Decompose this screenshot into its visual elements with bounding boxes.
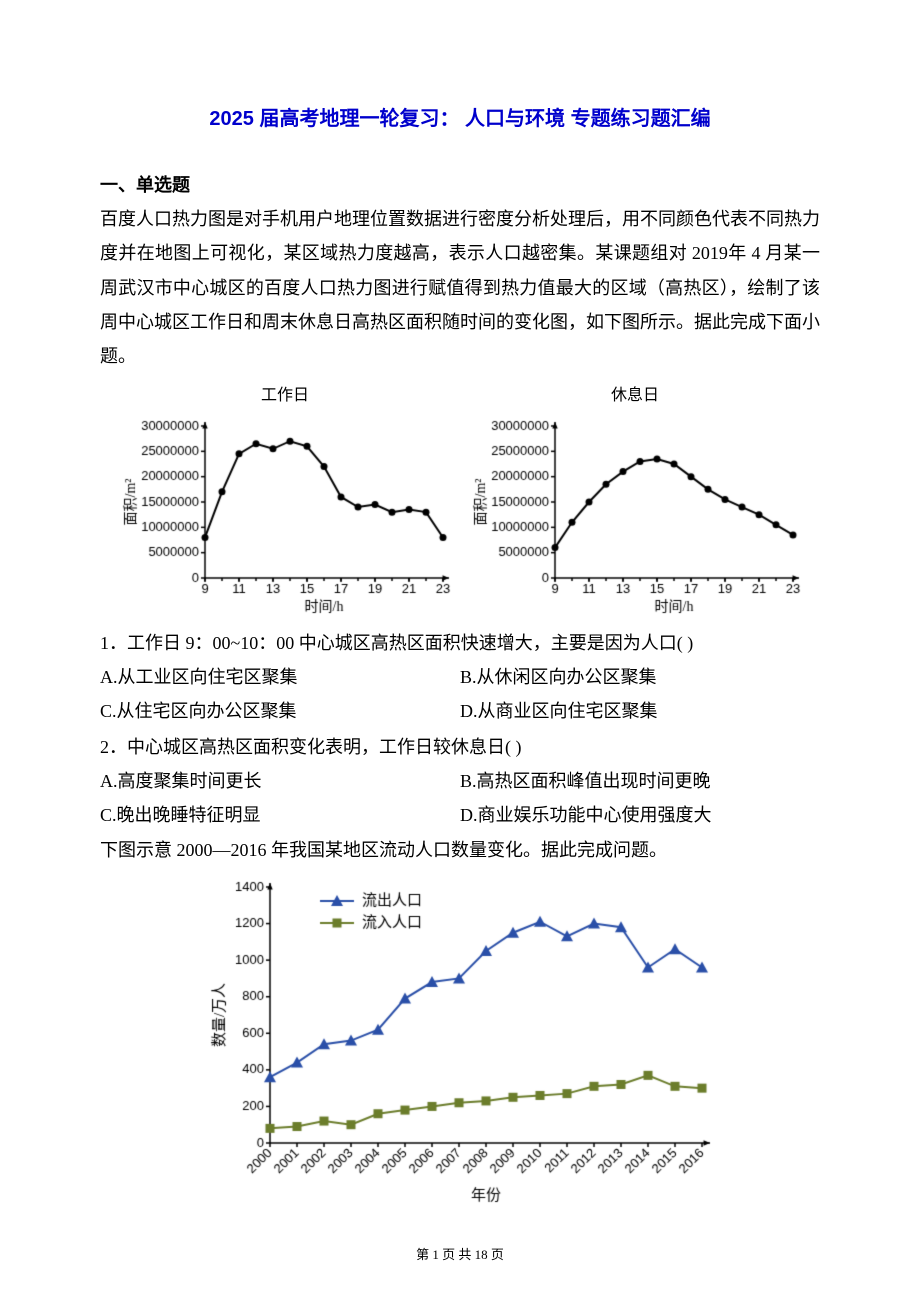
q1-options: A.从工业区向住宅区聚集 B.从休闲区向办公区聚集 C.从住宅区向办公区聚集 D… <box>100 660 820 728</box>
q1-opt-c: C.从住宅区向办公区聚集 <box>100 694 460 728</box>
page-footer: 第 1 页 共 18 页 <box>100 1243 820 1268</box>
q2-opt-d: D.商业娱乐功能中心使用强度大 <box>460 798 820 832</box>
section-heading: 一、单选题 <box>100 168 820 202</box>
chart-workday-block: 工作日 <box>115 381 455 621</box>
q1-stem: 1．工作日 9：00~10：00 中心城区高热区面积快速增大，主要是因为人口( … <box>100 626 820 660</box>
chart-weekend-title: 休息日 <box>611 381 659 411</box>
passage-2: 下图示意 2000—2016 年我国某地区流动人口数量变化。据此完成问题。 <box>100 833 820 867</box>
chart-pair-row: 工作日 休息日 <box>100 381 820 621</box>
q1-opt-a: A.从工业区向住宅区聚集 <box>100 660 460 694</box>
chart-workday <box>115 412 455 622</box>
q1-opt-b: B.从休闲区向办公区聚集 <box>460 660 820 694</box>
passage-1: 百度人口热力图是对手机用户地理位置数据进行密度分析处理后，用不同颜色代表不同热力… <box>100 202 820 373</box>
chart2-wrap <box>100 873 820 1213</box>
chart-population-flow <box>200 873 720 1213</box>
q1-opt-d: D.从商业区向住宅区聚集 <box>460 694 820 728</box>
q2-opt-c: C.晚出晚睡特征明显 <box>100 798 460 832</box>
chart-weekend <box>465 412 805 622</box>
q2-opt-b: B.高热区面积峰值出现时间更晚 <box>460 764 820 798</box>
q2-options: A.高度聚集时间更长 B.高热区面积峰值出现时间更晚 C.晚出晚睡特征明显 D.… <box>100 764 820 832</box>
q2-opt-a: A.高度聚集时间更长 <box>100 764 460 798</box>
chart-weekend-block: 休息日 <box>465 381 805 621</box>
page-title: 2025 届高考地理一轮复习： 人口与环境 专题练习题汇编 <box>100 100 820 138</box>
chart-workday-title: 工作日 <box>261 381 309 411</box>
q2-stem: 2．中心城区高热区面积变化表明，工作日较休息日( ) <box>100 730 820 764</box>
